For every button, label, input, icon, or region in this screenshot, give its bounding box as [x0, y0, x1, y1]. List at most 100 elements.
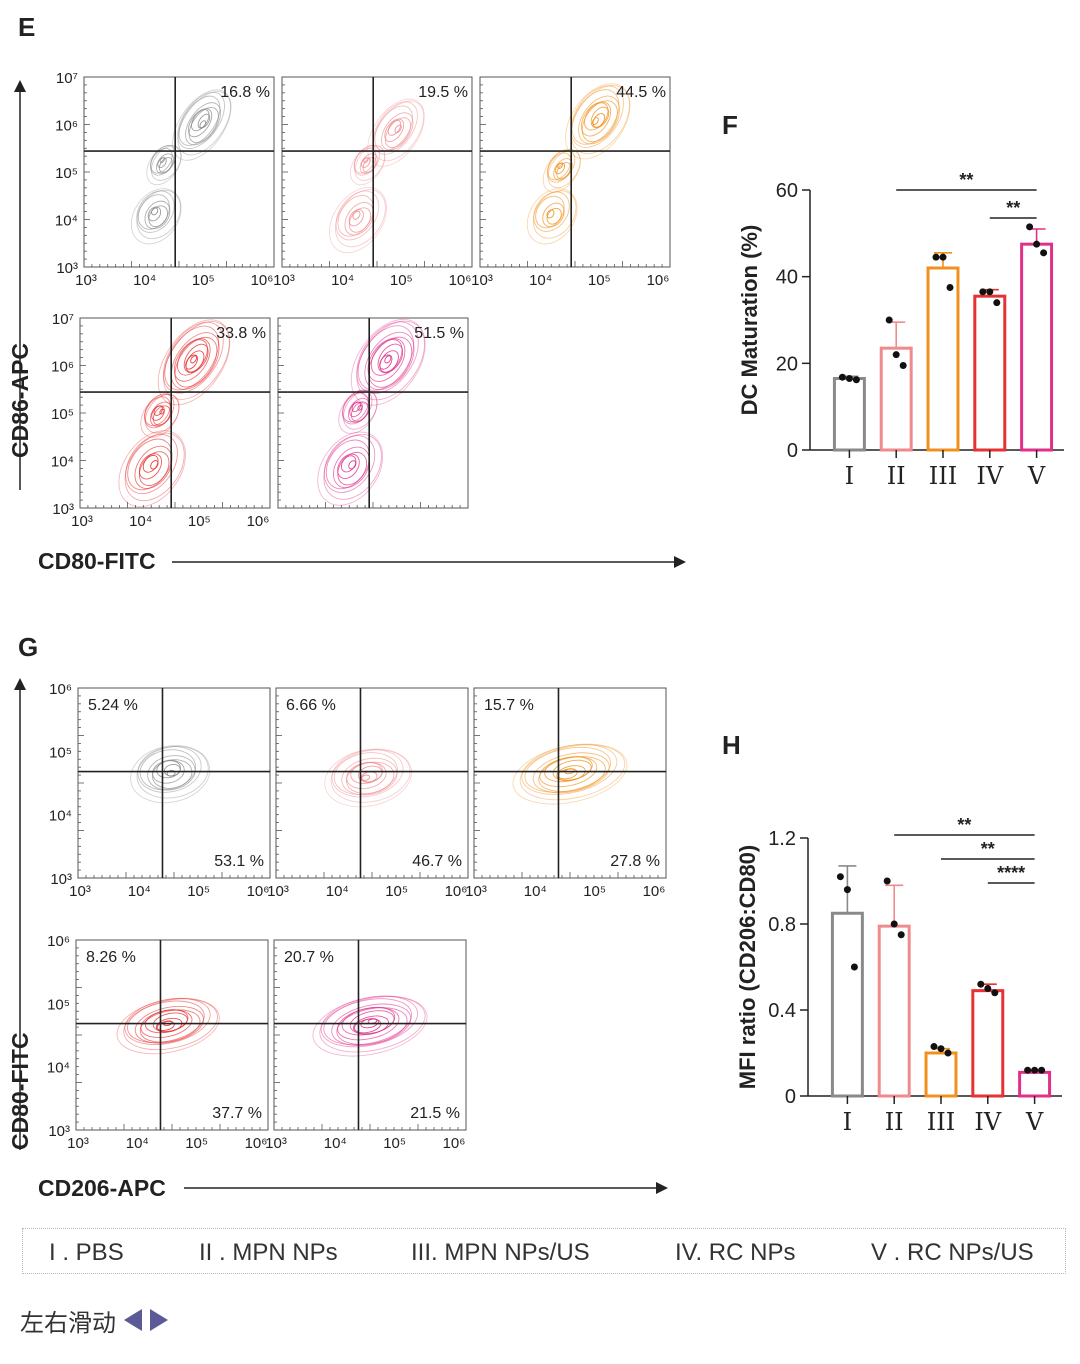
- x-tick-label: 10⁴: [129, 513, 152, 530]
- bar-IV: [971, 989, 1005, 1098]
- x-tick-label-II: II: [887, 462, 906, 490]
- contour-line: [349, 401, 363, 418]
- quadrant-upper-right-value: 51.5 %: [414, 325, 464, 342]
- contour-line: [174, 337, 218, 388]
- data-point-V: [1040, 249, 1048, 257]
- x-tick-label-V: V: [1025, 1108, 1044, 1136]
- contour-line: [188, 107, 219, 144]
- contour-line: [546, 209, 555, 219]
- contour-line: [157, 157, 167, 169]
- data-point-V: [1033, 240, 1041, 248]
- contour-line: [565, 83, 631, 160]
- x-tick-label: 10³: [465, 883, 487, 900]
- contour-line: [331, 1003, 412, 1046]
- data-point-IV: [991, 989, 999, 997]
- contour-line: [143, 393, 175, 429]
- contour-line: [370, 339, 403, 376]
- contour-line: [557, 162, 563, 169]
- contour-line: [152, 405, 171, 426]
- contour-line: [532, 190, 577, 239]
- contour-line: [199, 120, 207, 129]
- y-tick-label: 10⁵: [47, 996, 70, 1013]
- panel-letter-f: F: [722, 110, 738, 140]
- contour-line: [538, 756, 606, 792]
- data-point-III: [946, 284, 954, 291]
- contour-line: [170, 332, 220, 390]
- contour-line: [342, 392, 369, 423]
- bar-II: [877, 924, 911, 1098]
- significance-label: **: [981, 839, 995, 859]
- contour-line: [368, 336, 413, 388]
- flow-plot-g-IV: 10³ 10⁴ 10⁵ 10⁶ 10³ 10⁴ 10⁵ 10⁶ 8.26 % 37.7 %: [47, 933, 269, 1152]
- bar-III: [926, 266, 960, 452]
- contour-line: [130, 745, 211, 804]
- contour-line: [323, 998, 413, 1046]
- contour-line: [533, 191, 570, 232]
- quadrant-upper-left-value: 20.7 %: [284, 949, 334, 966]
- contour-line: [172, 89, 232, 161]
- figure-canvas: E F G H CD86-APC CD80-FITC 10³10⁴10⁵10⁶1…: [7, 12, 1064, 1201]
- x-tick-label: 10⁶: [247, 513, 270, 530]
- contour-line: [331, 749, 404, 798]
- quadrant-upper-right-value: 16.8 %: [220, 84, 270, 101]
- contour-line: [351, 401, 361, 413]
- flow-plot-e-I-frame: [83, 76, 275, 268]
- contour-line: [116, 998, 220, 1055]
- contour-line: [185, 354, 199, 370]
- contour-line: [187, 108, 213, 138]
- y-tick-label: 40: [776, 267, 798, 289]
- y-tick-label: 10⁴: [51, 454, 74, 471]
- bar-III: [924, 1051, 958, 1098]
- contour-line: [592, 117, 599, 125]
- contour-line: [337, 453, 360, 479]
- chart-h-mfi-ratio: 00.40.81.2I II III IV V********MFI ratio (CD…: [735, 815, 1062, 1136]
- quadrant-upper-left-value: 6.66 %: [286, 697, 336, 714]
- contour-line: [138, 451, 170, 486]
- contour-line: [381, 112, 414, 151]
- contour-line: [136, 190, 175, 233]
- x-tick-label: 10⁶: [443, 1135, 466, 1152]
- contour-line: [159, 408, 165, 415]
- contour-line: [526, 188, 578, 245]
- contour-line: [524, 746, 611, 793]
- flow-plot-g-II: 10³ 10⁴ 10⁵ 10⁶ 6.66 % 46.7 %: [267, 687, 469, 900]
- contour-line: [580, 101, 612, 137]
- quadrant-upper-left-value: 8.26 %: [86, 949, 136, 966]
- x-tick-label: 10⁶: [647, 272, 670, 289]
- data-point-V: [1024, 1066, 1032, 1074]
- swipe-left-icon[interactable]: [124, 1309, 142, 1331]
- bar-I: [832, 377, 866, 452]
- y-tick-label: 10⁵: [55, 165, 78, 182]
- contour-line: [361, 774, 371, 781]
- contour-line: [148, 205, 168, 228]
- group-legend: I . PBS II . MPN NPs III. MPN NPs/US IV.…: [22, 1228, 1066, 1274]
- data-point-II: [883, 877, 891, 885]
- data-point-II: [899, 362, 907, 369]
- y-tick-label: 10³: [50, 871, 72, 888]
- contour-line: [319, 996, 426, 1053]
- contour-line: [137, 746, 202, 793]
- contour-line: [519, 744, 626, 801]
- x-tick-label: 10³: [471, 272, 493, 289]
- contour-line: [348, 460, 357, 470]
- contour-line: [323, 435, 376, 493]
- contour-line: [125, 434, 178, 495]
- contour-line: [542, 202, 565, 228]
- data-point-V: [1031, 1066, 1039, 1074]
- x-tick-label: 10⁵: [192, 272, 215, 289]
- flow-plot-g-V-frame: [273, 939, 467, 1131]
- contour-line: [553, 158, 573, 181]
- contour-line: [324, 748, 413, 808]
- contour-line: [136, 746, 209, 799]
- contour-line: [127, 1000, 205, 1043]
- x-tick-label: 10⁴: [524, 883, 547, 900]
- contour-line: [159, 157, 165, 164]
- flow-plot-e-III-frame: [479, 76, 671, 268]
- contour-line: [363, 157, 369, 164]
- swipe-right-icon[interactable]: [150, 1309, 168, 1331]
- contour-line: [123, 998, 218, 1051]
- contour-line: [150, 460, 159, 470]
- bar-V: [1018, 1070, 1052, 1098]
- flow-plot-e-III: 10³ 10⁴ 10⁵ 10⁶ 44.5 %: [471, 76, 671, 289]
